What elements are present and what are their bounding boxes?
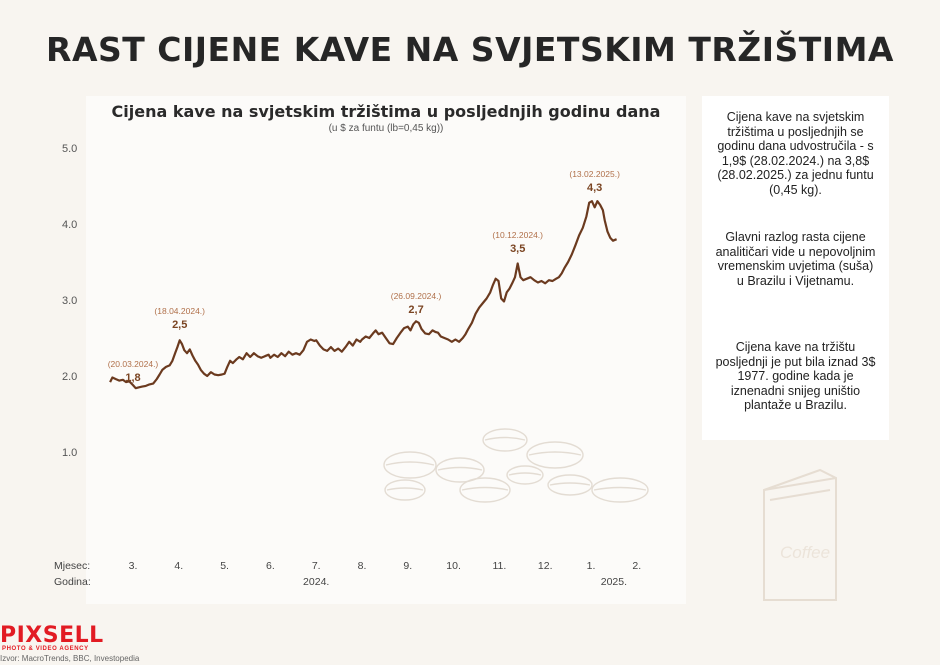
coffee-bag-icon: Coffee <box>763 468 837 601</box>
source-note: Izvor: MacroTrends, BBC, Investopedia <box>0 654 140 663</box>
y-tick-label: 3.0 <box>62 295 77 307</box>
info-paragraph-price: Cijena kave na svjetskim tržištima u pos… <box>717 110 874 197</box>
chart-panel: Cijena kave na svjetskim tržištima u pos… <box>86 96 686 604</box>
chart-subtitle: (u $ za funtu (lb=0,45 kg)) <box>328 123 444 134</box>
y-tick-label: 2.0 <box>62 371 77 383</box>
info-paragraph-history: Cijena kave na tržištu posljednji je put… <box>715 340 876 413</box>
y-tick-label: 1.0 <box>62 447 77 459</box>
month-axis-label: Mjesec: <box>54 560 90 572</box>
chart-title: Cijena kave na svjetskim tržištima u pos… <box>111 102 661 121</box>
pixsell-logo: PIXSELL <box>0 623 104 648</box>
pixsell-logo-tagline: PHOTO & VIDEO AGENCY <box>2 646 89 652</box>
y-tick-label: 5.0 <box>62 143 77 155</box>
info-box: Cijena kave na svjetskim tržištima u pos… <box>702 96 889 440</box>
y-tick-label: 4.0 <box>62 219 77 231</box>
page-headline: RAST CIJENE KAVE NA SVJETSKIM TRŽIŠTIMA <box>46 30 894 69</box>
svg-text:Coffee: Coffee <box>780 543 830 562</box>
info-paragraph-reason: Glavni razlog rasta cijene analitičari v… <box>715 230 876 288</box>
